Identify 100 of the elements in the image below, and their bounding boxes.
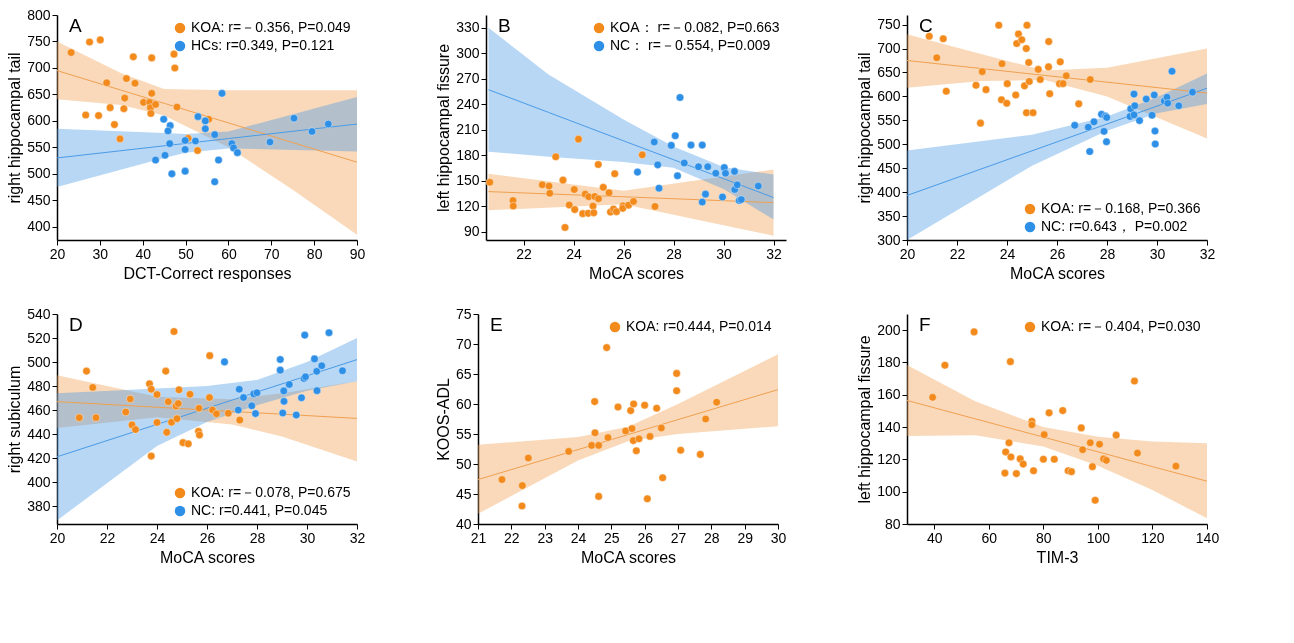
x-tick-label: 120 [1141, 529, 1165, 546]
y-tick-label: 440 [27, 425, 51, 442]
y-tick-label: 210 [456, 121, 480, 138]
legend-label: NC: r=0.643， P=0.002 [1041, 218, 1188, 234]
y-tick-label: 400 [27, 218, 51, 235]
y-tick-label: 450 [877, 159, 901, 176]
y-tick-label: 700 [27, 59, 51, 76]
y-tick-label: 500 [877, 135, 901, 152]
y-tick-label: 600 [27, 112, 51, 129]
y-tick-label: 700 [877, 40, 901, 57]
legend-label: KOA: r=0.444, P=0.014 [626, 318, 772, 334]
y-tick-label: 160 [877, 386, 901, 403]
y-tick-label: 750 [877, 16, 901, 33]
legend-label: NC： r=－0.554, P=0.009 [610, 37, 771, 53]
x-tick-label: 80 [306, 245, 323, 262]
y-tick-label: 500 [27, 353, 51, 370]
y-tick-label: 180 [456, 146, 480, 163]
y-tick-label: 520 [27, 329, 51, 346]
x-tick-label: 24 [149, 529, 166, 546]
y-tick-label: 50 [455, 455, 472, 472]
y-tick-label: 90 [463, 223, 480, 240]
x-tick-label: 22 [504, 529, 520, 546]
y-tick-label: 600 [877, 87, 901, 104]
y-tick-label: 300 [456, 44, 480, 61]
y-tick-label: 180 [877, 353, 901, 370]
legend-label: KOA: r=－0.356, P=0.049 [191, 19, 351, 35]
x-tick-label: 26 [1049, 245, 1066, 262]
x-tick-label: 20 [49, 245, 66, 262]
x-tick-label: 24 [570, 529, 587, 546]
y-tick-label: 750 [27, 32, 51, 49]
x-axis-title: DCT-Correct responses [123, 264, 292, 282]
x-tick-label: 28 [249, 529, 266, 546]
legend-label: KOA： r=－0.082, P=0.663 [610, 19, 780, 35]
chart-title: D [69, 314, 83, 335]
y-tick-label: 270 [456, 70, 480, 87]
y-axis-title: KOOS-ADL [434, 378, 452, 461]
x-tick-label: 21 [470, 529, 487, 546]
y-tick-label: 650 [877, 63, 901, 80]
y-tick-label: 550 [877, 111, 901, 128]
y-axis-title: left hippocampal fissure [856, 335, 874, 504]
y-tick-label: 400 [27, 473, 51, 490]
x-tick-label: 26 [616, 245, 632, 262]
y-tick-label: 200 [877, 321, 901, 338]
y-tick-label: 460 [27, 401, 51, 418]
y-axis-title: right subiculum [6, 365, 24, 474]
x-tick-label: 29 [737, 529, 754, 546]
x-tick-label: 40 [926, 529, 943, 546]
x-tick-label: 20 [49, 529, 66, 546]
y-tick-label: 330 [456, 19, 480, 36]
x-tick-label: 80 [1036, 529, 1052, 546]
y-tick-label: 100 [877, 483, 901, 500]
x-axis-title: TIM-3 [1036, 548, 1079, 566]
y-tick-label: 240 [456, 95, 480, 112]
x-tick-label: 26 [199, 529, 216, 546]
y-axis-title: left hippocampal fissure [435, 43, 453, 213]
x-axis-title: MoCA scores [580, 548, 677, 566]
chart-title: F [919, 314, 931, 335]
y-tick-label: 120 [456, 197, 480, 214]
y-tick-label: 800 [27, 6, 51, 23]
x-tick-label: 20 [899, 245, 916, 262]
chart-title: B [498, 15, 511, 36]
y-axis-title: right hippocampal tail [6, 52, 24, 204]
legend-label: HCs: r=0.349, P=0.121 [191, 37, 335, 53]
y-tick-label: 420 [27, 449, 51, 466]
x-tick-label: 22 [99, 529, 116, 546]
x-tick-label: 32 [1199, 245, 1216, 262]
x-tick-label: 23 [537, 529, 554, 546]
y-tick-label: 650 [27, 85, 51, 102]
text: KOA: r=－0.404, P=0.030 [1041, 318, 1201, 334]
legend-label: NC: r=0.441, P=0.045 [191, 502, 328, 518]
y-tick-label: 550 [27, 138, 51, 155]
x-axis-title: MoCA scores [159, 548, 256, 566]
y-axis-title: right hippocampal tail [856, 52, 874, 204]
x-tick-label: 30 [716, 245, 732, 262]
y-tick-label: 55 [455, 425, 472, 442]
x-axis-title: MoCA scores [1009, 264, 1106, 282]
x-tick-label: 28 [704, 529, 720, 546]
x-tick-label: 90 [349, 245, 366, 262]
x-tick-label: 40 [135, 245, 152, 262]
y-tick-label: 40 [455, 515, 472, 532]
x-tick-label: 28 [666, 245, 682, 262]
x-tick-label: 28 [1099, 245, 1116, 262]
y-tick-label: 450 [27, 191, 51, 208]
y-tick-label: 480 [27, 377, 51, 394]
y-tick-label: 70 [455, 335, 472, 352]
x-tick-label: 100 [1086, 529, 1111, 546]
chart-title: E [490, 314, 503, 335]
x-tick-label: 27 [670, 529, 687, 546]
legend-label: KOA: r=－0.168, P=0.366 [1041, 200, 1201, 216]
y-tick-label: 300 [877, 231, 901, 248]
x-tick-label: 60 [981, 529, 998, 546]
y-tick-label: 75 [455, 305, 472, 322]
y-tick-label: 45 [455, 485, 472, 502]
chart-title: A [69, 15, 82, 36]
y-tick-label: 400 [877, 183, 901, 200]
y-tick-label: 80 [884, 515, 901, 532]
x-tick-label: 60 [221, 245, 237, 262]
x-tick-label: 22 [516, 245, 532, 262]
x-tick-label: 50 [178, 245, 195, 262]
x-tick-label: 70 [264, 245, 280, 262]
